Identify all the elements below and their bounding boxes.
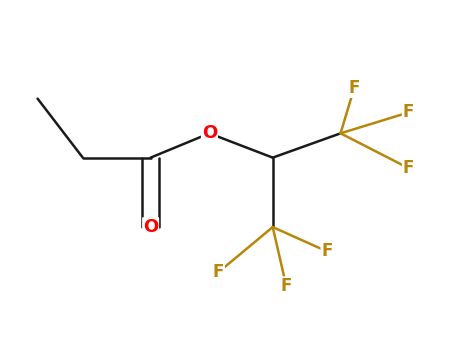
- Text: F: F: [281, 277, 292, 295]
- Text: F: F: [349, 79, 360, 97]
- Text: F: F: [321, 243, 333, 260]
- Text: O: O: [143, 218, 158, 236]
- Text: O: O: [202, 124, 217, 142]
- Text: F: F: [403, 104, 414, 121]
- Text: F: F: [403, 159, 414, 177]
- Text: F: F: [213, 263, 224, 281]
